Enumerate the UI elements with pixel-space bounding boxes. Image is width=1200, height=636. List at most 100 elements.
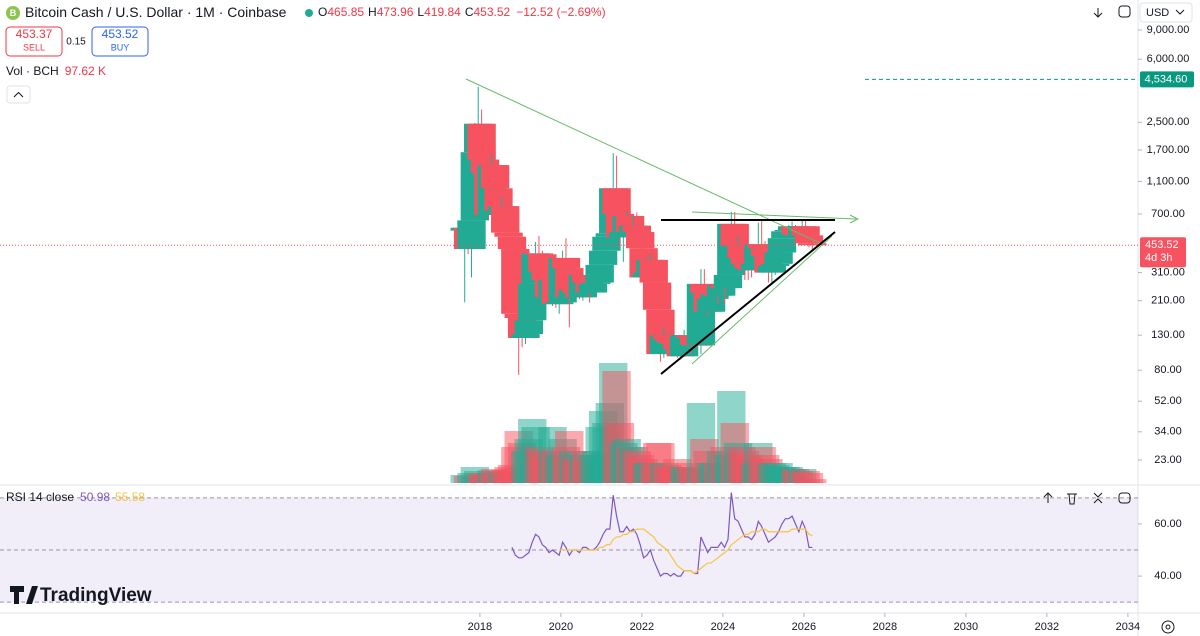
rsi-value: 50.98 [80,490,110,504]
candle-body [514,320,544,335]
currency-button[interactable] [1139,2,1193,23]
candle-body [750,248,780,257]
y-tick-label: 80.00 [1154,364,1182,376]
y-tick-label: 1,700.00 [1147,144,1190,156]
candle-body [798,243,827,246]
settings-icon[interactable] [1161,620,1175,634]
level-label: 4,534.60 [1145,73,1188,85]
volume-value: 97.62 K [65,64,106,78]
x-tick-label: 2018 [468,621,492,633]
user-drawings [465,78,860,375]
candle-body [609,231,638,238]
x-tick-label: 2022 [630,621,654,633]
sell-label: SELL [23,42,45,52]
sell-price: 453.37 [16,27,53,41]
candle-body [639,259,668,283]
o-label: O [318,5,327,19]
y-tick-label: 34.00 [1154,426,1182,438]
currency-caret [1175,9,1185,15]
candle-body [747,244,776,249]
candle-body [642,282,672,310]
candle-body [794,235,824,244]
x-tick-label: 2030 [954,621,978,633]
move-up-icon[interactable] [1043,492,1053,503]
support-line [660,231,836,375]
symbol-title: Bitcoin Cash / U.S. Dollar · 1M · Coinba… [25,4,287,20]
candle-body [491,206,520,233]
y-tick-label: 130.00 [1151,329,1185,341]
fullscreen-icon[interactable] [1118,5,1131,18]
candle-body [713,274,743,289]
candle-body [457,220,486,250]
y-tick-label: 52.00 [1154,395,1182,407]
volume-title: Vol · BCH [6,64,59,78]
candle-body [764,252,793,264]
buy-button[interactable] [91,26,149,57]
candle-body [602,188,631,214]
y-tick-label: 210.00 [1151,295,1185,307]
x-tick-label: 2032 [1035,621,1059,633]
candle-body [791,226,820,236]
arrow-head [849,214,860,224]
y-tick-label: 9,000.00 [1147,24,1190,36]
sell-button[interactable] [5,26,63,57]
candle-body [690,283,719,293]
c-label: C [465,5,474,19]
rsi-line [559,528,813,575]
y-tick-label: 6,000.00 [1147,53,1190,65]
candle-body [582,282,611,284]
candle-body [480,165,510,189]
candle-body [653,335,682,340]
candle-body [494,232,523,237]
maximize-pane-icon[interactable] [1118,492,1131,504]
rsi-line [511,492,813,578]
rsi-tick-label: 40.00 [1154,570,1182,582]
candle-body [588,250,618,265]
buy-price: 453.52 [102,27,139,41]
candle-body [696,298,726,312]
x-tick-label: 2028 [873,621,897,633]
candle-body [592,236,621,251]
candle-body [757,265,786,273]
y-tick-label: 310.00 [1151,267,1185,279]
price-badge [1140,237,1186,268]
y-tick-label: 23.00 [1154,454,1182,466]
y-tick-label: 2,500.00 [1147,116,1190,128]
c-value: 453.52 [473,5,510,19]
symbol-icon [6,6,20,20]
market-status[interactable] [305,9,313,17]
download-icon[interactable] [1093,8,1103,18]
x-tick-label: 2020 [549,621,573,633]
symbol-icon-glyph: B [10,8,17,18]
candle-body [545,302,574,305]
candle-body [551,257,581,269]
rsi-title: RSI 14 close [6,490,74,504]
change: −12.52 (−2.69%) [516,5,605,19]
ohlc-line: O465.85 H473.96 L419.84 C453.52 −12.52 (−2.6… [318,5,606,19]
candle-body [497,236,527,250]
x-tick-label: 2026 [792,621,816,633]
collapse-pane-icon[interactable] [1093,492,1103,504]
logo-text: TradingView [40,585,152,606]
logo-mark [10,586,38,604]
candle-body [524,253,554,255]
price-badge-value: 453.52 [1145,239,1179,251]
trend-line [465,78,821,244]
candle-body [720,223,749,246]
collapse-button[interactable] [6,85,31,104]
candle-body [626,231,655,249]
price-badge-countdown: 4d 3h [1145,252,1173,264]
buy-label: BUY [111,42,130,52]
candle-body [761,263,790,266]
header-line: Bitcoin Cash / U.S. Dollar · 1M · Coinba… [25,4,287,20]
volume-bar [798,479,827,483]
y-tick-label: 700.00 [1151,208,1185,220]
trend-line [691,235,833,365]
candle-body [531,271,560,280]
candle-body [767,238,797,253]
x-tick-label: 2024 [711,621,735,633]
delete-icon[interactable] [1067,493,1077,505]
l-value: 419.84 [424,5,461,19]
